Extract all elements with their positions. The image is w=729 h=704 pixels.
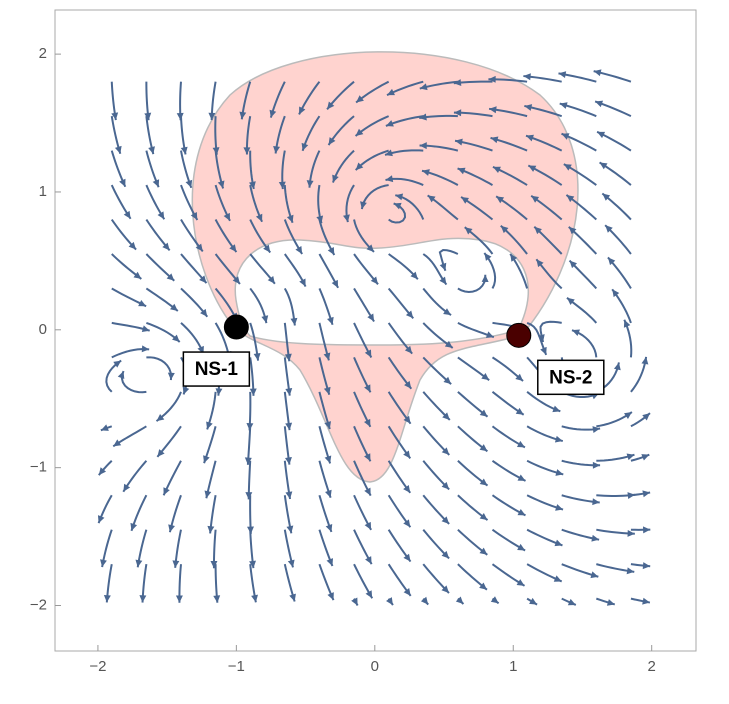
arrowhead <box>595 101 603 108</box>
arrowhead <box>168 373 175 380</box>
arrowhead <box>215 388 222 395</box>
streamline <box>541 322 562 342</box>
arrowhead <box>261 315 268 323</box>
arrowhead <box>104 595 111 602</box>
arrowhead <box>326 524 333 532</box>
x-tick-label: 2 <box>648 658 656 675</box>
arrowhead <box>177 113 184 120</box>
arrowhead <box>643 526 650 533</box>
arrowhead <box>286 526 293 534</box>
arrowhead <box>246 423 253 430</box>
arrowhead <box>247 526 254 533</box>
arrowhead <box>325 490 332 498</box>
arrowhead <box>139 595 146 602</box>
arrowhead <box>205 490 212 498</box>
arrowhead <box>614 362 621 370</box>
arrowhead <box>642 490 650 497</box>
y-tick-label: 0 <box>39 321 47 338</box>
streamline <box>122 371 146 392</box>
arrowhead <box>482 275 489 282</box>
x-tick-label: 0 <box>371 658 379 675</box>
arrowhead <box>555 504 563 511</box>
arrowhead <box>206 421 213 429</box>
streamline <box>572 330 596 357</box>
arrowhead <box>186 180 193 188</box>
arrowhead <box>612 289 619 297</box>
arrowhead <box>245 492 252 499</box>
point <box>507 323 531 347</box>
arrowhead <box>100 559 107 567</box>
arrowhead <box>421 597 428 605</box>
arrowhead <box>643 562 650 569</box>
arrowhead <box>456 596 464 603</box>
x-tick-label: −1 <box>228 658 245 675</box>
arrowhead <box>440 263 447 271</box>
point-label: NS-1 <box>195 359 239 380</box>
arrowhead <box>591 535 599 542</box>
arrowhead <box>183 387 190 395</box>
arrowhead <box>203 455 210 463</box>
x-tick-label: −2 <box>89 658 106 675</box>
y-tick-label: 2 <box>39 45 47 62</box>
arrowhead <box>130 523 137 531</box>
point <box>224 315 248 339</box>
arrowhead <box>642 598 650 605</box>
x-tick-label: 1 <box>509 658 517 675</box>
y-tick-label: 1 <box>39 183 47 200</box>
arrowhead <box>558 71 566 78</box>
arrowhead <box>325 455 332 463</box>
y-tick-label: −2 <box>30 596 47 613</box>
arrowhead <box>251 595 258 603</box>
streamline <box>146 357 171 380</box>
y-tick-label: −1 <box>30 459 47 476</box>
arrowhead <box>176 595 183 602</box>
streamline <box>458 275 485 292</box>
arrowhead <box>327 317 334 325</box>
arrowhead <box>628 530 635 537</box>
point-label: NS-2 <box>549 367 592 388</box>
arrowhead <box>491 596 499 603</box>
arrowhead <box>142 345 149 352</box>
arrowhead <box>593 462 600 469</box>
arrowhead <box>213 595 220 602</box>
